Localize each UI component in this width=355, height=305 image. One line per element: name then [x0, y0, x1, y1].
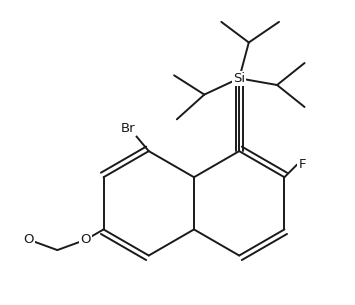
Text: Br: Br	[120, 122, 135, 135]
Text: F: F	[299, 158, 306, 171]
Text: O: O	[81, 233, 91, 246]
Text: O: O	[24, 233, 34, 246]
Text: Si: Si	[233, 72, 245, 85]
